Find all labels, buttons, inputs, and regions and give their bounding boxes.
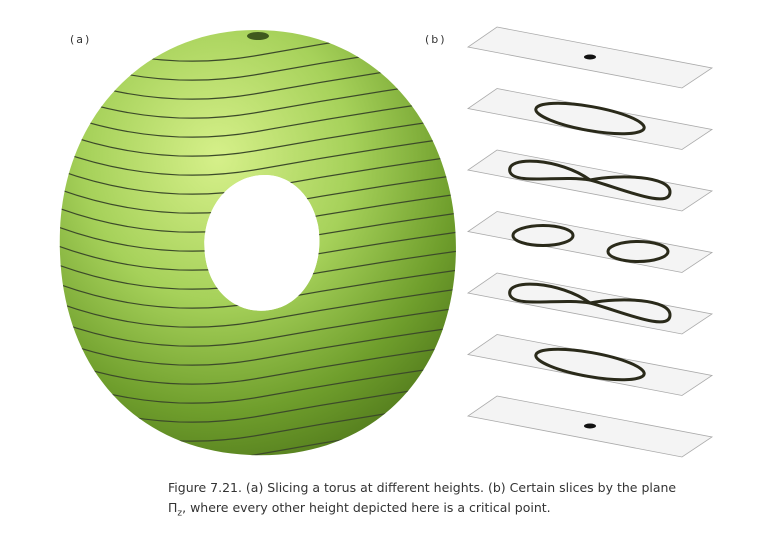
plane bbox=[466, 334, 714, 396]
curve bbox=[511, 224, 575, 247]
contour bbox=[59, 342, 456, 385]
contour bbox=[59, 285, 456, 328]
contour bbox=[59, 95, 456, 138]
plane bbox=[466, 211, 714, 273]
contour bbox=[59, 304, 456, 347]
curve bbox=[534, 347, 646, 382]
caption-text: , where every other height depicted here… bbox=[182, 500, 551, 515]
contour bbox=[59, 133, 456, 176]
curve bbox=[534, 101, 646, 136]
caption: Figure 7.21. (a) Slicing a torus at diff… bbox=[168, 478, 676, 524]
contour bbox=[59, 114, 456, 157]
subscript: z bbox=[177, 508, 183, 519]
curve bbox=[606, 240, 670, 263]
plane bbox=[466, 88, 714, 150]
point bbox=[584, 54, 596, 60]
caption-line: Πz, where every other height depicted he… bbox=[168, 498, 676, 524]
caption-line: Figure 7.21. (a) Slicing a torus at diff… bbox=[168, 480, 677, 495]
slice-planes bbox=[466, 26, 714, 458]
curve bbox=[508, 159, 672, 201]
panel-label: (a) bbox=[70, 33, 92, 46]
contour bbox=[59, 323, 456, 366]
panel-label: (b) bbox=[425, 33, 447, 46]
symbol: Π bbox=[168, 500, 178, 515]
point bbox=[584, 423, 596, 429]
curve bbox=[508, 282, 672, 324]
torus bbox=[59, 30, 456, 456]
